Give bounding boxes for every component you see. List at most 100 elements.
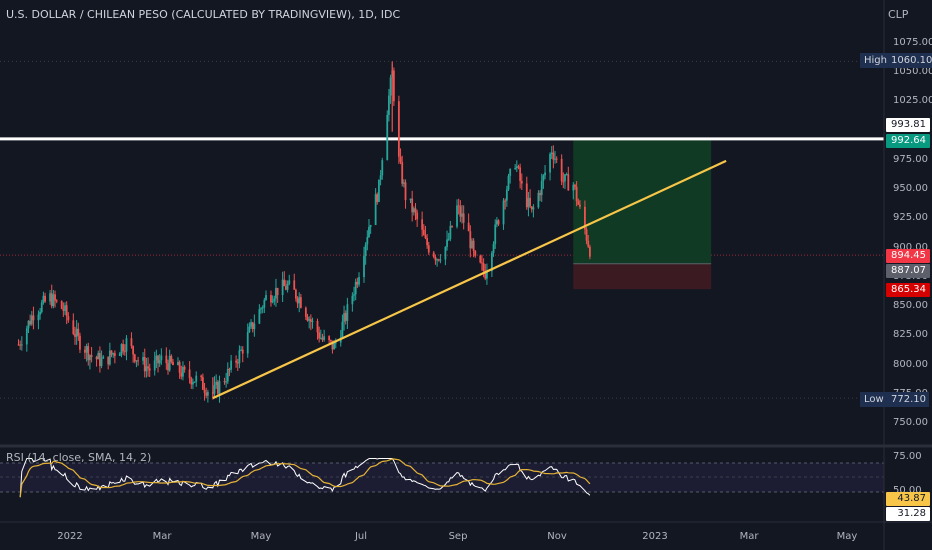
candle-body [587,240,590,247]
rsi-value-tag: 43.87 [886,492,930,506]
candle-body [389,77,392,96]
candle-body [108,350,111,365]
rsi-title[interactable]: RSI (14, close, SMA, 14, 2) [6,451,152,464]
time-label-7: Mar [739,531,759,542]
candle-body [228,368,231,370]
candle-body [102,356,105,359]
trendline[interactable] [212,159,727,400]
candle-body [509,168,512,176]
candle-body [471,240,473,249]
candle-body [486,271,488,279]
time-label-1: Mar [152,531,172,542]
candle-body [132,346,135,355]
rsi-line [19,458,591,498]
candle-body [329,340,332,342]
candle-body [461,213,463,217]
candle-body [331,340,334,350]
grid [0,60,884,399]
candle-body [584,206,586,230]
candle-body [311,320,314,322]
candle-body [539,192,541,196]
candle-body [386,114,389,161]
rsi-lines [19,458,591,498]
candle-body [409,198,412,201]
candle-body [205,392,208,396]
candle-body [100,358,103,367]
candle-body [388,95,390,115]
time-label-4: Sep [448,531,468,542]
candle-body [253,323,256,330]
candle-body [495,220,498,225]
candle-body [519,167,522,181]
candle-body [344,313,347,321]
candle-body [374,194,377,225]
price-tick-1075: 1075.00 [893,37,932,48]
candle-body [87,346,90,361]
candle-body [530,206,533,210]
time-label-8: May [836,531,858,542]
position-zones[interactable] [573,140,712,290]
candle-body [50,293,53,307]
price-tick-975: 975.00 [893,153,928,165]
candle-body [270,295,272,303]
price-tick-800: 800.00 [893,358,928,370]
candle-body [178,362,181,373]
candle-body [200,375,203,378]
candle-body [142,357,144,361]
symbol-title[interactable]: U.S. DOLLAR / CHILEAN PESO (CALCULATED B… [6,8,401,21]
candle-body [585,229,588,241]
candle-body [346,304,349,321]
candle-body [201,377,204,390]
candle-body [107,356,110,365]
candle-body [494,224,497,245]
candle-body [432,252,435,258]
candle-body [286,283,289,290]
candle-body [304,307,307,317]
candle-body [143,357,146,372]
candle-body [230,360,233,370]
candle-body [482,263,485,271]
candle-body [540,180,543,196]
candle-body [550,152,553,154]
candle-body [341,321,344,338]
candle-body [456,205,458,227]
candle-body [261,307,264,309]
candle-body [404,182,407,201]
candle-body [265,295,267,300]
candle-body [276,287,279,295]
candle-body [77,328,80,336]
candle-body [118,353,121,356]
candle-body [424,235,427,239]
candle-body [251,322,254,330]
candle-body [492,244,495,253]
candle-body [44,295,46,302]
candle-body [260,308,262,310]
candle-body [180,372,183,377]
candle-body [439,259,442,261]
candle-body [32,315,35,321]
candle-body [532,207,535,210]
candle-body [296,298,299,304]
candle-body [515,166,518,168]
low-label: Low [860,392,888,407]
candle-body [75,328,78,337]
candle-body [564,174,566,182]
candle-body [258,309,261,324]
candle-body [137,360,140,362]
candle-body [567,174,570,191]
candle-body [574,184,576,187]
candle-body [537,192,540,208]
price-tick-825: 825.00 [893,329,928,341]
candle-body [123,351,126,353]
candle-body [236,362,239,364]
candle-body [84,349,86,353]
candle-body [64,305,66,311]
candle-body [190,378,193,385]
candle-body [299,297,302,308]
candle-body [434,257,437,261]
candle-body [397,101,400,157]
candle-body [147,366,149,369]
price-tick-900: 900.00 [893,241,928,253]
candle-body [575,186,578,202]
